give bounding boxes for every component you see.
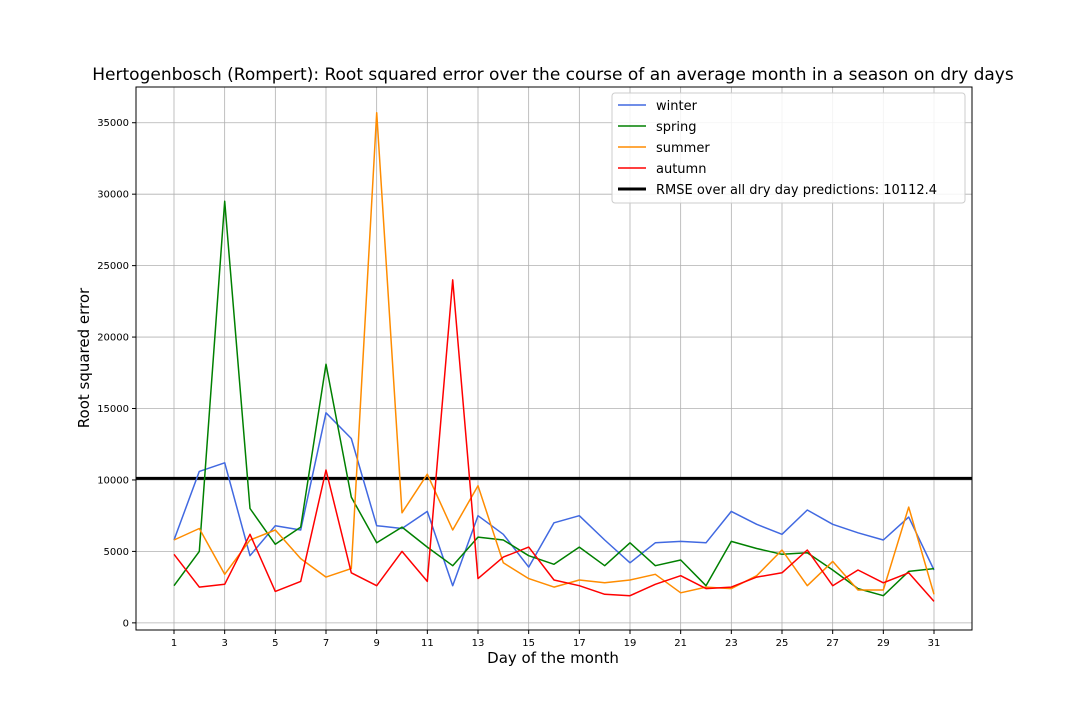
series-line-autumn — [173, 279, 935, 602]
x-tick-label: 1 — [171, 638, 177, 649]
legend: winter spring summer autumn RMSE over all dr… — [611, 92, 966, 204]
series-layer — [173, 111, 935, 602]
x-axis-ticks: 1 3 5 7 9 11 13 15 17 19 21 23 25 27 29 31 — [171, 630, 941, 649]
x-tick-label: 17 — [573, 638, 586, 649]
y-tick-label: 0 — [123, 618, 129, 629]
x-tick-label: 19 — [624, 638, 637, 649]
x-tick-label: 7 — [323, 638, 329, 649]
x-tick-label: 31 — [928, 638, 941, 649]
x-tick-label: 25 — [776, 638, 789, 649]
series-line-winter — [173, 412, 935, 587]
series-line-summer — [173, 111, 935, 595]
x-tick-label: 13 — [472, 638, 485, 649]
legend-label-spring: spring — [656, 120, 696, 135]
y-tick-label: 35000 — [97, 118, 129, 129]
x-tick-label: 15 — [522, 638, 535, 649]
y-tick-label: 10000 — [97, 475, 129, 486]
legend-label-summer: summer — [656, 141, 710, 156]
x-tick-label: 21 — [674, 638, 687, 649]
y-axis-title: Root squared error — [75, 287, 93, 428]
x-tick-label: 11 — [421, 638, 434, 649]
series-line-spring — [173, 200, 935, 597]
x-axis-title: Day of the month — [487, 649, 619, 667]
chart-title: Hertogenbosch (Rompert): Root squared er… — [92, 65, 1014, 85]
y-tick-label: 15000 — [97, 404, 129, 415]
y-tick-label: 5000 — [104, 547, 129, 558]
legend-label-autumn: autumn — [656, 162, 706, 177]
x-tick-label: 9 — [373, 638, 379, 649]
plot-area-frame — [135, 86, 973, 631]
y-tick-label: 25000 — [97, 261, 129, 272]
x-tick-label: 27 — [826, 638, 839, 649]
legend-box — [611, 92, 966, 204]
x-tick-label: 5 — [272, 638, 278, 649]
legend-label-reference: RMSE over all dry day predictions: 10112… — [656, 183, 937, 198]
legend-label-winter: winter — [656, 99, 698, 114]
y-tick-label: 20000 — [97, 333, 129, 344]
y-axis-ticks: 0 5000 10000 15000 20000 25000 30000 35000 — [97, 118, 136, 629]
x-tick-label: 23 — [725, 638, 738, 649]
x-tick-label: 29 — [877, 638, 890, 649]
y-tick-label: 30000 — [97, 190, 129, 201]
x-tick-label: 3 — [221, 638, 227, 649]
